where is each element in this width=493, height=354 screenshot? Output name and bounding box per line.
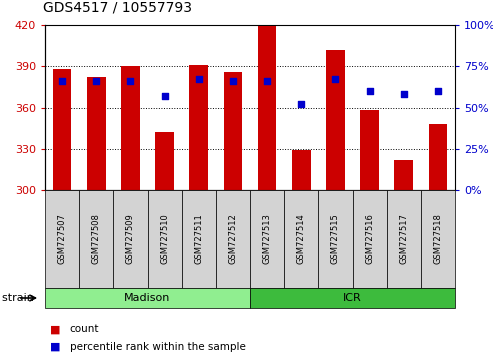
Text: GSM727513: GSM727513 bbox=[263, 213, 272, 264]
Bar bbox=[223, 72, 243, 190]
Point bbox=[297, 101, 305, 107]
Bar bbox=[155, 132, 174, 190]
Point bbox=[229, 78, 237, 84]
Bar bbox=[394, 160, 413, 190]
Text: strain: strain bbox=[2, 293, 38, 303]
Text: ICR: ICR bbox=[343, 293, 362, 303]
Point bbox=[400, 91, 408, 97]
Text: count: count bbox=[70, 324, 99, 334]
Text: GSM727508: GSM727508 bbox=[92, 213, 101, 264]
Point bbox=[434, 88, 442, 94]
Point bbox=[92, 78, 100, 84]
Text: GSM727514: GSM727514 bbox=[297, 213, 306, 264]
Bar bbox=[258, 27, 277, 190]
Bar bbox=[121, 66, 140, 190]
Text: GSM727516: GSM727516 bbox=[365, 213, 374, 264]
Bar bbox=[292, 150, 311, 190]
Text: GSM727515: GSM727515 bbox=[331, 213, 340, 264]
Text: GSM727511: GSM727511 bbox=[194, 213, 203, 264]
Point bbox=[263, 78, 271, 84]
Text: GSM727512: GSM727512 bbox=[228, 213, 238, 264]
Point bbox=[58, 78, 66, 84]
Text: GSM727509: GSM727509 bbox=[126, 213, 135, 264]
Point bbox=[366, 88, 374, 94]
Bar bbox=[360, 110, 379, 190]
Bar bbox=[326, 50, 345, 190]
Text: GSM727517: GSM727517 bbox=[399, 213, 408, 264]
Point bbox=[127, 78, 135, 84]
Text: percentile rank within the sample: percentile rank within the sample bbox=[70, 342, 246, 352]
Bar bbox=[428, 124, 447, 190]
Text: ■: ■ bbox=[50, 342, 61, 352]
Text: GDS4517 / 10557793: GDS4517 / 10557793 bbox=[42, 0, 192, 15]
Point bbox=[331, 76, 339, 82]
Bar bbox=[53, 69, 71, 190]
Point bbox=[195, 76, 203, 82]
Text: ■: ■ bbox=[50, 324, 61, 334]
Bar bbox=[87, 77, 106, 190]
Text: Madison: Madison bbox=[124, 293, 171, 303]
Point bbox=[161, 93, 169, 99]
Text: GSM727507: GSM727507 bbox=[58, 213, 67, 264]
Bar bbox=[189, 65, 208, 190]
Text: GSM727518: GSM727518 bbox=[433, 213, 442, 264]
Text: GSM727510: GSM727510 bbox=[160, 213, 169, 264]
